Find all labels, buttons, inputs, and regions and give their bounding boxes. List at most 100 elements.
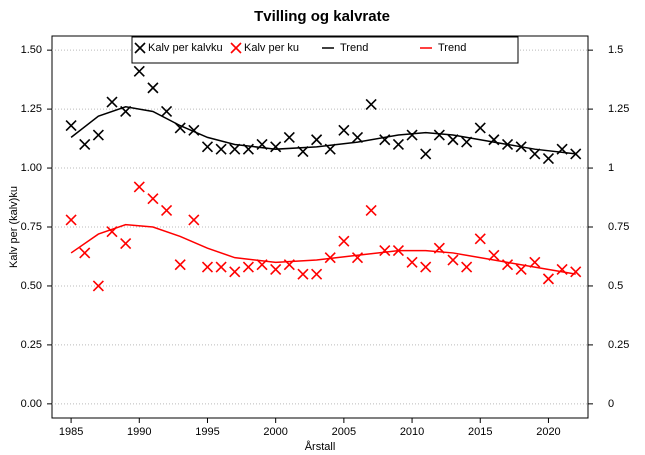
marker-stroke — [447, 134, 459, 146]
point — [447, 254, 459, 266]
point — [379, 245, 391, 257]
marker-stroke — [338, 235, 350, 247]
y-tick-label: 0.75 — [21, 221, 42, 233]
marker-stroke — [147, 82, 159, 94]
marker-stroke — [488, 134, 500, 146]
point — [65, 120, 77, 132]
x-tick-label: 2005 — [332, 426, 356, 438]
marker-stroke — [65, 120, 77, 132]
marker-stroke — [406, 129, 418, 141]
marker-stroke — [92, 129, 104, 141]
x-tick-label: 1985 — [59, 426, 83, 438]
point — [461, 136, 473, 148]
x-tick-label: 2015 — [468, 426, 492, 438]
x-tick-label: 2010 — [400, 426, 424, 438]
marker-stroke — [365, 204, 377, 217]
x-tick-label: 2000 — [263, 426, 287, 438]
point — [147, 193, 159, 205]
marker-stroke — [133, 65, 145, 77]
marker-stroke — [420, 261, 432, 273]
point — [92, 280, 104, 292]
marker-stroke — [120, 105, 132, 118]
marker-stroke — [542, 273, 555, 285]
marker-stroke — [433, 129, 445, 141]
marker-stroke — [215, 143, 227, 155]
marker-stroke — [392, 138, 404, 151]
y-tick-label: 1.00 — [21, 162, 42, 174]
point — [420, 148, 432, 160]
marker-stroke — [92, 280, 104, 292]
legend-swatch — [134, 42, 146, 54]
x-tick-label: 2020 — [536, 426, 560, 438]
point — [488, 249, 500, 261]
marker-stroke — [242, 261, 254, 273]
marker-stroke — [160, 105, 173, 118]
marker-stroke — [311, 134, 323, 146]
marker-stroke — [297, 268, 309, 280]
marker-stroke — [570, 266, 582, 278]
point — [351, 131, 364, 143]
marker-stroke — [488, 249, 500, 261]
point — [338, 124, 350, 136]
marker-stroke — [270, 141, 282, 153]
marker-stroke — [174, 122, 186, 134]
point — [297, 268, 309, 280]
x-axis-label: Årstall — [305, 440, 336, 453]
point — [160, 105, 173, 118]
point — [79, 138, 91, 151]
y2-tick-label: 1.25 — [608, 103, 629, 115]
legend-label: Kalv per kalvku — [148, 42, 223, 54]
marker-stroke — [229, 266, 241, 278]
legend: Kalv per kalvku Kalv per ku Trend Trend — [131, 36, 519, 64]
y2-tick-label: 1.5 — [608, 44, 623, 56]
point — [120, 237, 132, 250]
legend-label: Trend — [340, 42, 368, 54]
marker-stroke — [420, 148, 432, 160]
marker-stroke — [160, 204, 173, 217]
point — [79, 247, 91, 259]
point — [201, 141, 214, 153]
marker-stroke — [79, 247, 91, 259]
y-tick-label: 0.25 — [21, 339, 42, 351]
marker-stroke — [556, 263, 568, 276]
point — [106, 96, 118, 108]
point — [529, 148, 541, 160]
point — [229, 143, 241, 155]
point — [229, 266, 241, 278]
marker-stroke — [174, 259, 186, 271]
legend-label: Trend — [438, 42, 466, 54]
marker-stroke — [324, 252, 336, 264]
point — [570, 266, 582, 278]
marker-stroke — [79, 138, 91, 151]
point — [188, 214, 200, 226]
marker-stroke — [215, 261, 227, 273]
point — [133, 65, 145, 77]
point — [474, 233, 486, 245]
point — [311, 134, 323, 146]
marker-stroke — [133, 181, 145, 193]
point — [133, 181, 145, 193]
marker-stroke — [201, 141, 214, 153]
point — [270, 141, 282, 153]
point — [147, 82, 159, 94]
marker-stroke — [120, 237, 132, 250]
point — [324, 252, 336, 264]
point — [392, 138, 404, 151]
marker-stroke — [461, 136, 473, 148]
point — [92, 129, 104, 141]
marker-stroke — [406, 256, 418, 268]
marker-stroke — [338, 124, 350, 136]
point — [420, 261, 432, 273]
marker-stroke — [188, 214, 200, 226]
point — [174, 259, 186, 271]
marker-stroke — [201, 261, 214, 273]
point — [215, 143, 227, 155]
y2-tick-label: 0.5 — [608, 280, 623, 292]
marker-stroke — [188, 124, 200, 136]
marker-stroke — [529, 148, 541, 160]
marker-stroke — [134, 42, 146, 54]
point — [542, 273, 555, 285]
marker-stroke — [324, 143, 336, 155]
legend-label: Kalv per ku — [244, 42, 299, 54]
marker-stroke — [515, 263, 527, 276]
